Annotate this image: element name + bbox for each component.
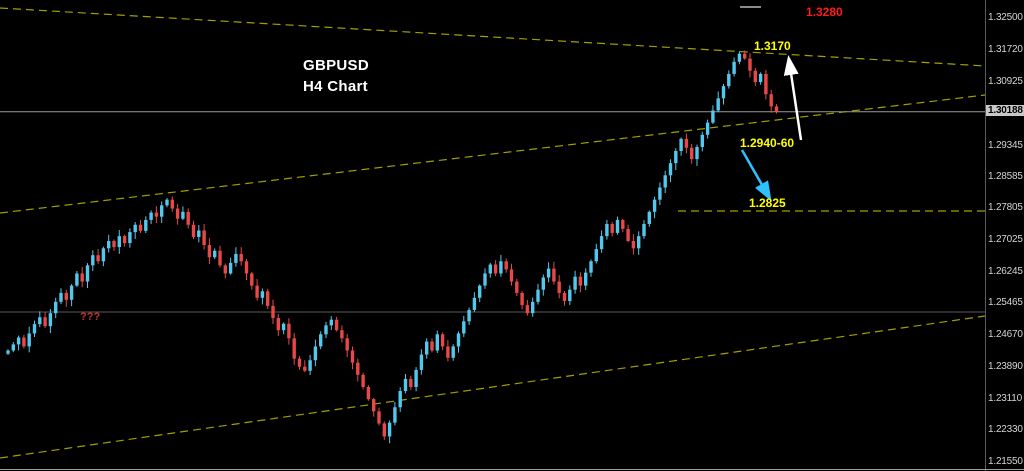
bottom-border xyxy=(0,469,1024,470)
symbol-label: GBPUSD xyxy=(303,57,369,74)
pullback-zone-label: 1.2940-60 xyxy=(740,136,795,150)
price-axis-label: 1.27025 xyxy=(988,234,1023,245)
chart-title: GBPUSD H4 Chart xyxy=(303,55,369,97)
price-axis-label: 1.27805 xyxy=(988,202,1023,214)
timeframe-label: H4 Chart xyxy=(303,78,368,95)
trendlines xyxy=(0,6,985,459)
candlestick-series xyxy=(6,50,779,444)
price-axis-label: 1.28585 xyxy=(988,170,1023,182)
price-axis-label: 1.29345 xyxy=(988,139,1023,151)
price-axis-label: 1.23110 xyxy=(988,392,1023,404)
direction-arrows xyxy=(740,55,803,202)
question-marks-label: ??? xyxy=(80,311,101,323)
resistance-price-label: 1.3170 xyxy=(754,39,791,53)
price-axis-label: 1.22330 xyxy=(988,424,1023,436)
price-axis-label: 1.23890 xyxy=(988,361,1023,373)
price-axis-label: 1.21550 xyxy=(988,455,1023,467)
candlestick-chart[interactable] xyxy=(0,0,985,471)
price-axis-label: 1.25465 xyxy=(988,297,1023,309)
price-axis-label: 1.24670 xyxy=(988,329,1023,341)
price-axis[interactable]: 1.32500 1.31720 1.30925 1.30188 1.29345 1.285… xyxy=(985,0,1024,471)
support-price-label: 1.2825 xyxy=(749,196,786,210)
price-axis-label: 1.32500 xyxy=(988,12,1023,23)
price-axis-label: 1.30925 xyxy=(988,75,1023,87)
current-price-tag: 1.30188 xyxy=(986,104,1024,116)
price-axis-label: 1.26245 xyxy=(988,265,1023,277)
target-price-label: 1.3280 xyxy=(806,5,843,19)
price-axis-label: 1.31720 xyxy=(988,43,1023,55)
